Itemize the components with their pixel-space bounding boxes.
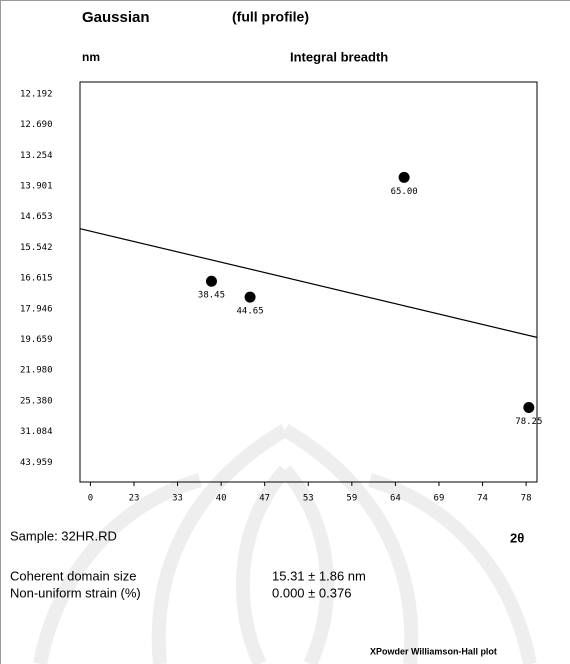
point bbox=[244, 291, 256, 303]
x-tick-label: 0 bbox=[88, 494, 93, 504]
y-tick-label: 15.542 bbox=[20, 243, 53, 253]
x-tick-label: 78 bbox=[521, 494, 532, 504]
y-tick-label: 16.615 bbox=[20, 274, 53, 284]
fit-line bbox=[79, 228, 538, 338]
y-tick-label: 12.192 bbox=[20, 89, 53, 99]
result-value: 15.31 ± 1.86 nm bbox=[272, 568, 366, 583]
point bbox=[205, 275, 217, 287]
watermark-curve bbox=[151, 423, 289, 664]
result-label: Coherent domain size bbox=[10, 568, 136, 583]
point bbox=[398, 171, 410, 183]
y-tick-label: 14.653 bbox=[20, 212, 53, 222]
x-tick-label: 53 bbox=[303, 494, 314, 504]
watermark-curve bbox=[279, 465, 335, 664]
chart-subtitle: (full profile) bbox=[232, 9, 309, 25]
x-tick-label: 59 bbox=[346, 494, 357, 504]
watermark-curve bbox=[281, 423, 419, 664]
x-tick-label: 23 bbox=[129, 494, 140, 504]
watermark-curve bbox=[235, 465, 291, 664]
point-label: 44.65 bbox=[237, 307, 264, 317]
chart-title: Gaussian bbox=[82, 9, 150, 26]
result-value: 0.000 ± 0.376 bbox=[272, 585, 351, 600]
x-tick-label: 74 bbox=[477, 494, 488, 504]
watermark bbox=[33, 423, 537, 664]
y-tick-label: 19.659 bbox=[20, 335, 53, 345]
y-tick-label: 43.959 bbox=[20, 458, 53, 468]
point-label: 38.45 bbox=[198, 291, 225, 301]
result-label: Non-uniform strain (%) bbox=[10, 585, 141, 600]
footer: XPowder Williamson-Hall plot bbox=[370, 646, 497, 656]
point bbox=[523, 401, 535, 413]
sample-label: Sample: 32HR.RD bbox=[10, 528, 117, 543]
y-tick-label: 31.084 bbox=[20, 427, 53, 437]
x-tick-label: 69 bbox=[434, 494, 445, 504]
x-tick-label: 64 bbox=[390, 494, 401, 504]
watermark-curve bbox=[33, 473, 202, 664]
y-tick-label: 25.380 bbox=[20, 396, 53, 406]
y-tick-label: 21.980 bbox=[20, 366, 53, 376]
point-label: 78.25 bbox=[515, 417, 542, 427]
watermark-curve bbox=[368, 473, 537, 664]
x-axis-title: 2θ bbox=[510, 530, 524, 545]
y-tick-label: 12.690 bbox=[20, 120, 53, 130]
x-tick-label: 33 bbox=[172, 494, 183, 504]
x-tick-label: 40 bbox=[216, 494, 227, 504]
plot-area bbox=[79, 81, 538, 483]
y-axis-title: Integral breadth bbox=[290, 49, 388, 64]
y-tick-label: 17.946 bbox=[20, 304, 53, 314]
point-label: 65.00 bbox=[391, 187, 418, 197]
x-tick-label: 47 bbox=[259, 494, 270, 504]
y-tick-label: 13.901 bbox=[20, 181, 53, 191]
y-tick-label: 13.254 bbox=[20, 151, 53, 161]
y-unit: nm bbox=[82, 50, 100, 64]
